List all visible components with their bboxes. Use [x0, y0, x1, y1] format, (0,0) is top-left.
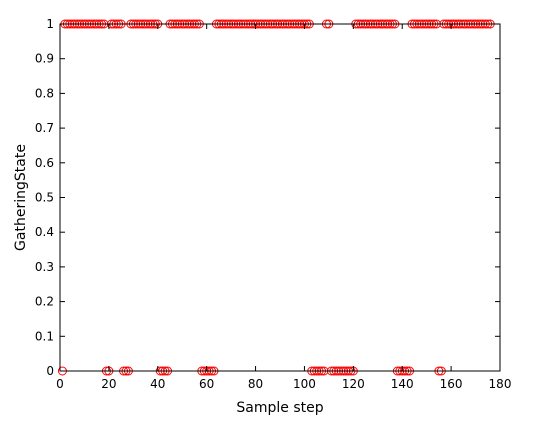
x-tick-label: 60 — [199, 377, 214, 391]
y-axis: 0 0.1 0.2 0.3 0.4 0.5 0.6 0.7 0.8 0.9 1 — [35, 17, 500, 378]
y-tick-label: 0.5 — [35, 191, 54, 205]
x-tick-label: 120 — [342, 377, 365, 391]
x-axis: 0 20 40 60 80 100 120 140 160 180 — [56, 24, 511, 391]
x-tick-label: 180 — [489, 377, 512, 391]
x-tick-label: 20 — [101, 377, 116, 391]
x-tick-label: 40 — [150, 377, 165, 391]
y-tick-label: 0.7 — [35, 121, 54, 135]
x-tick-label: 80 — [248, 377, 263, 391]
y-tick-label: 0.1 — [35, 329, 54, 343]
x-tick-label: 100 — [293, 377, 316, 391]
x-tick-label: 140 — [391, 377, 414, 391]
x-tick-label: 160 — [440, 377, 463, 391]
y-axis-title: GatheringState — [13, 144, 29, 251]
y-tick-label: 0.9 — [35, 52, 54, 66]
y-tick-label: 1 — [46, 17, 54, 31]
y-tick-label: 0 — [46, 364, 54, 378]
y-tick-label: 0.8 — [35, 86, 54, 100]
y-tick-label: 0.3 — [35, 260, 54, 274]
y-tick-label: 0.2 — [35, 295, 54, 309]
y-tick-label: 0.4 — [35, 225, 54, 239]
y-tick-label: 0.6 — [35, 156, 54, 170]
x-axis-title: Sample step — [236, 400, 323, 416]
x-tick-label: 0 — [56, 377, 64, 391]
